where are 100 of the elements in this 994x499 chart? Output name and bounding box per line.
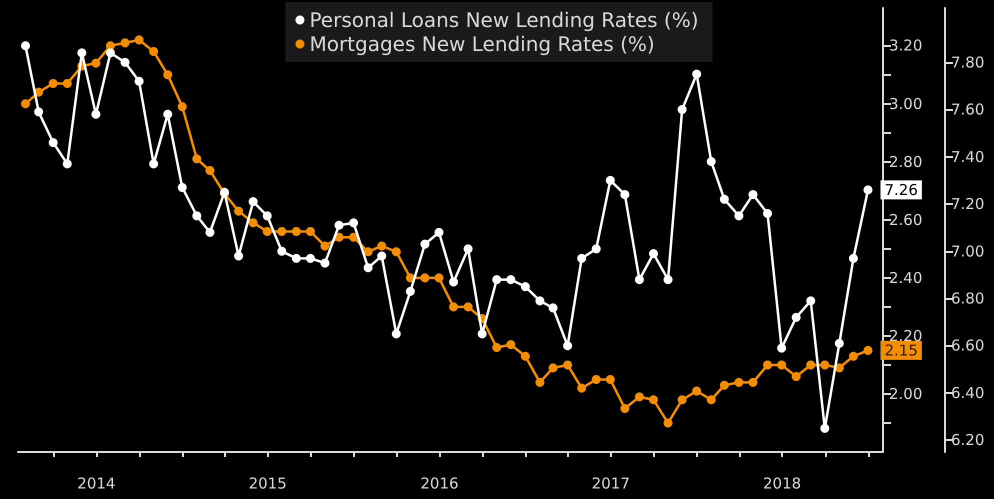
x-tick-label: 2017 [592, 474, 630, 492]
point [178, 182, 187, 192]
point [464, 302, 473, 312]
point [134, 35, 144, 44]
point [806, 296, 816, 306]
y2-tick-label: 6.40 [951, 384, 984, 402]
point [62, 159, 72, 168]
point [577, 384, 586, 393]
point [420, 273, 430, 282]
x-tick-label: 2014 [77, 474, 116, 492]
point [48, 138, 58, 148]
point [649, 249, 658, 258]
point [306, 226, 315, 236]
point [292, 254, 301, 263]
point [620, 404, 630, 413]
point [777, 344, 786, 353]
point [606, 176, 615, 185]
point [649, 395, 658, 404]
point [792, 372, 801, 382]
point [806, 360, 816, 370]
point [364, 263, 373, 272]
y-tick-label: 3.00 [889, 94, 922, 113]
point [334, 220, 344, 230]
point [548, 363, 558, 372]
x-tick-label: 2015 [248, 474, 287, 492]
point [392, 247, 401, 256]
y-tick-label: 2.40 [889, 268, 922, 287]
point [592, 244, 601, 254]
point [192, 154, 202, 164]
point [91, 58, 100, 68]
point [163, 110, 172, 119]
point [149, 47, 158, 56]
point [520, 282, 530, 292]
point [664, 418, 673, 428]
point [706, 157, 716, 166]
y2-tick-label: 6.20 [951, 431, 984, 450]
point [748, 190, 758, 200]
point [234, 251, 244, 260]
point [234, 206, 244, 216]
point [577, 254, 586, 263]
y2-tick-label: 6.80 [951, 289, 984, 308]
point [678, 395, 687, 404]
point [634, 275, 644, 284]
point [748, 378, 758, 387]
point [377, 241, 386, 250]
point [777, 360, 786, 370]
point [248, 197, 258, 206]
point [277, 226, 286, 236]
point [820, 360, 830, 370]
point [277, 246, 286, 256]
point [77, 48, 86, 58]
point [692, 386, 702, 396]
point [606, 374, 615, 384]
y2-tick-label: 7.20 [951, 195, 984, 214]
point [720, 380, 729, 390]
point [205, 228, 214, 237]
point [848, 352, 858, 361]
point [392, 329, 401, 338]
point [34, 107, 44, 116]
point [592, 374, 601, 384]
point [506, 275, 516, 284]
y-tick-label: 2.80 [889, 152, 922, 171]
point [734, 211, 744, 220]
y-tick-label: 2.60 [889, 210, 922, 229]
point [205, 166, 214, 176]
point [377, 251, 386, 260]
x-tick-label: 2018 [762, 474, 802, 492]
point [163, 70, 172, 80]
legend-label: Personal Loans New Lending Rates (%) [309, 8, 699, 32]
point [292, 226, 301, 236]
point [420, 240, 430, 249]
point [848, 254, 858, 263]
point [320, 241, 330, 250]
point [406, 286, 415, 296]
point [91, 110, 100, 119]
point [535, 378, 544, 387]
y2-tick-label: 7.80 [951, 53, 984, 72]
point [720, 194, 729, 204]
point [492, 275, 502, 284]
point [349, 218, 358, 228]
point [21, 41, 30, 50]
point [434, 273, 444, 282]
point [62, 78, 72, 88]
point [449, 302, 458, 312]
point [48, 78, 58, 88]
point [149, 159, 158, 168]
point [535, 296, 544, 306]
point [634, 392, 644, 402]
point [449, 277, 458, 286]
point [178, 102, 187, 112]
point [734, 378, 744, 387]
point [863, 185, 872, 194]
point [563, 341, 572, 350]
x-tick-label: 2016 [420, 474, 459, 492]
point [120, 38, 130, 48]
point [120, 58, 130, 67]
point [134, 76, 144, 86]
y2-tick-label: 7.40 [951, 148, 984, 166]
point [248, 218, 258, 228]
point [863, 346, 872, 355]
